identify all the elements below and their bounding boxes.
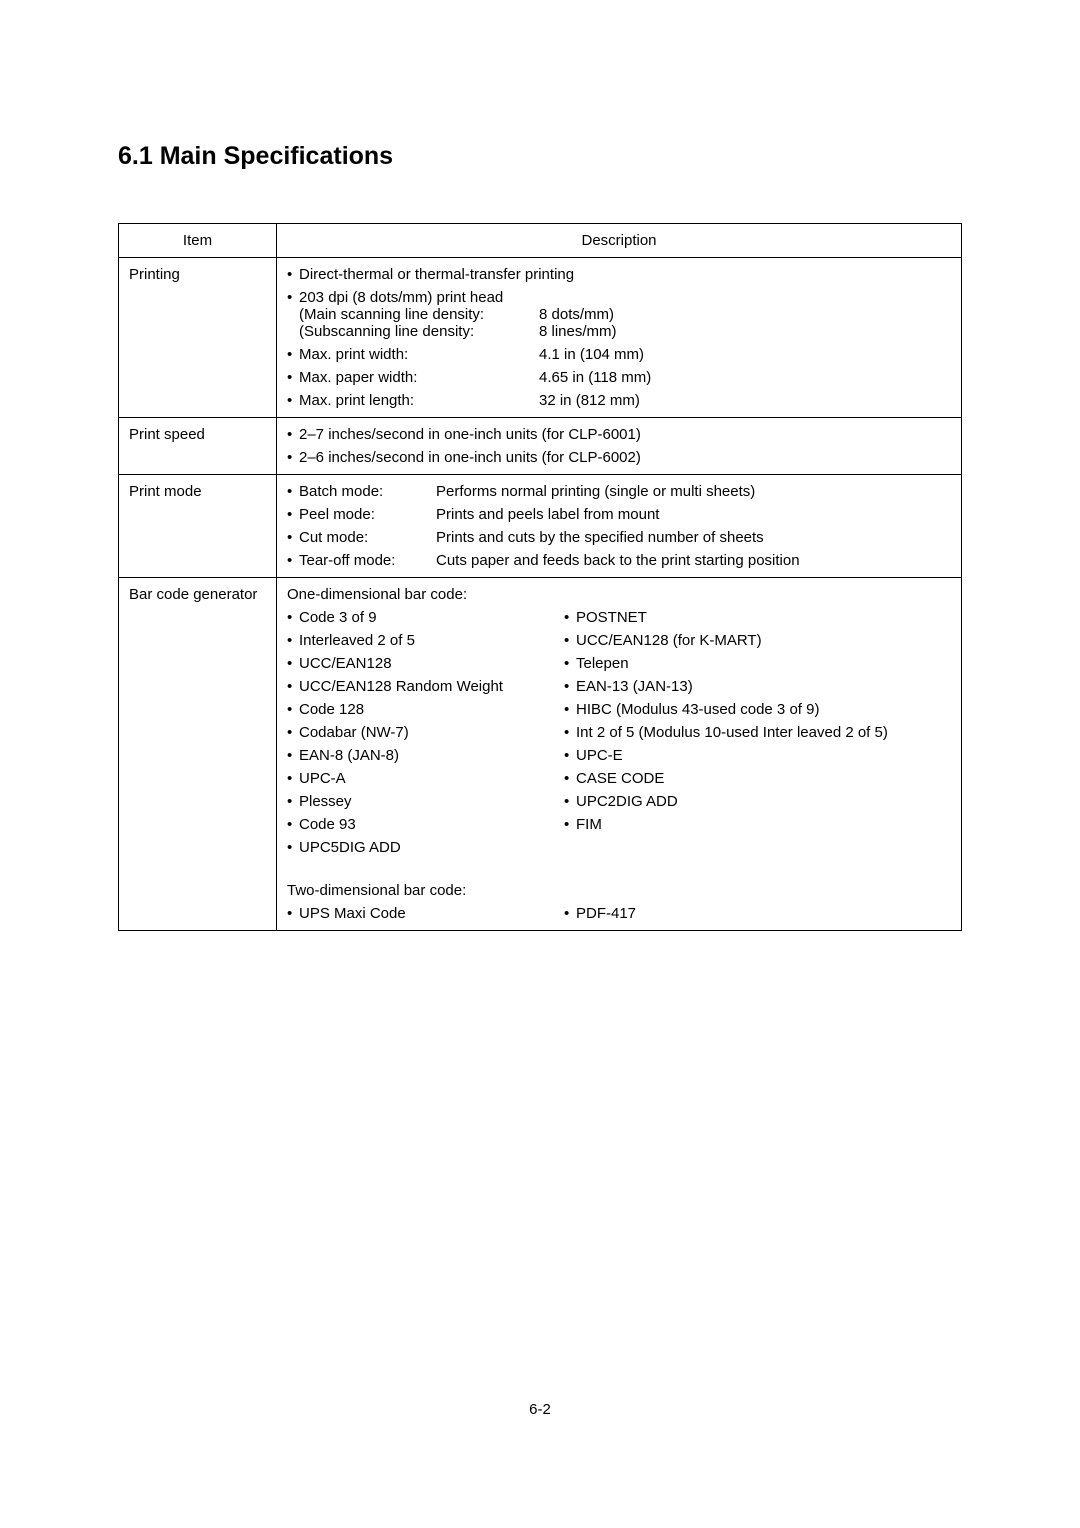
bullet-icon: • xyxy=(287,701,299,718)
barcode-2d-c1: UPS Maxi Code xyxy=(299,905,406,922)
barcode-1d-c2: Telepen xyxy=(576,655,629,672)
printing-l5-label: Max. print length: xyxy=(299,392,539,409)
bullet-icon: • xyxy=(564,701,576,718)
row-barcode-generator: Bar code generator One-dimensional bar c… xyxy=(119,578,962,931)
bullet-icon: • xyxy=(564,816,576,833)
bullet-icon: • xyxy=(287,392,299,409)
bullet-icon: • xyxy=(287,609,299,626)
printing-l3-value: 4.1 in (104 mm) xyxy=(539,346,644,363)
bullet-icon: • xyxy=(287,905,299,922)
bullet-icon: • xyxy=(564,905,576,922)
table-header-row: Item Description xyxy=(119,224,962,258)
bullet-icon: • xyxy=(287,266,299,283)
bullet-icon: • xyxy=(287,793,299,810)
printing-l3-label: Max. print width: xyxy=(299,346,539,363)
printing-l4-value: 4.65 in (118 mm) xyxy=(539,369,651,386)
cell-item-barcode: Bar code generator xyxy=(119,578,277,931)
printing-line2b-label: (Main scanning line density: xyxy=(299,306,539,323)
row-print-speed: Print speed • 2–7 inches/second in one-i… xyxy=(119,418,962,475)
speed-line1: 2–7 inches/second in one-inch units (for… xyxy=(299,426,641,443)
barcode-1d-c2: UPC-E xyxy=(576,747,623,764)
barcode-1d-c1: EAN-8 (JAN-8) xyxy=(299,747,399,764)
mode2-desc: Prints and peels label from mount xyxy=(436,506,951,523)
bullet-icon: • xyxy=(287,678,299,695)
barcode-1d-c2: UCC/EAN128 (for K-MART) xyxy=(576,632,762,649)
printing-l5-value: 32 in (812 mm) xyxy=(539,392,640,409)
mode4-desc: Cuts paper and feeds back to the print s… xyxy=(436,552,951,569)
bullet-icon: • xyxy=(287,449,299,466)
barcode-1d-c2: Int 2 of 5 (Modulus 10-used Inter leaved… xyxy=(576,724,888,741)
cell-desc-barcode: One-dimensional bar code: •Code 3 of 9•P… xyxy=(277,578,962,931)
bullet-icon: • xyxy=(564,678,576,695)
bullet-icon: • xyxy=(564,632,576,649)
barcode-1d-c1: Interleaved 2 of 5 xyxy=(299,632,415,649)
barcode-1d-c1: Code 128 xyxy=(299,701,364,718)
bullet-icon: • xyxy=(287,747,299,764)
bullet-icon: • xyxy=(287,369,299,386)
bullet-icon: • xyxy=(287,655,299,672)
printing-line2c-label: (Subscanning line density: xyxy=(299,323,539,340)
row-printing: Printing • Direct-thermal or thermal-tra… xyxy=(119,258,962,418)
cell-desc-printing: • Direct-thermal or thermal-transfer pri… xyxy=(277,258,962,418)
bullet-icon: • xyxy=(287,483,299,500)
bullet-icon: • xyxy=(287,289,299,340)
barcode-1d-c2: CASE CODE xyxy=(576,770,664,787)
mode2-label: Peel mode: xyxy=(299,506,436,523)
bullet-icon: • xyxy=(287,816,299,833)
row-print-mode: Print mode • Batch mode: Performs normal… xyxy=(119,475,962,578)
barcode-2d-c2: PDF-417 xyxy=(576,905,636,922)
barcode-1d-c1: Codabar (NW-7) xyxy=(299,724,409,741)
bullet-icon: • xyxy=(287,724,299,741)
barcode-1d-c2: POSTNET xyxy=(576,609,647,626)
barcode-1d-c1: UCC/EAN128 Random Weight xyxy=(299,678,503,695)
mode1-label: Batch mode: xyxy=(299,483,436,500)
bullet-icon: • xyxy=(564,655,576,672)
bullet-icon: • xyxy=(287,770,299,787)
printing-line2b-value: 8 dots/mm) xyxy=(539,306,614,323)
page-number: 6-2 xyxy=(0,1401,1080,1418)
cell-desc-mode: • Batch mode: Performs normal printing (… xyxy=(277,475,962,578)
barcode-1d-c1: UPC5DIG ADD xyxy=(299,839,401,856)
printing-line2c-value: 8 lines/mm) xyxy=(539,323,617,340)
mode4-label: Tear-off mode: xyxy=(299,552,436,569)
barcode-1d-c1: Code 93 xyxy=(299,816,356,833)
bullet-icon: • xyxy=(287,552,299,569)
bullet-icon: • xyxy=(564,747,576,764)
header-description: Description xyxy=(277,224,962,258)
bullet-icon: • xyxy=(287,839,299,856)
bullet-icon: • xyxy=(564,609,576,626)
bullet-icon: • xyxy=(287,506,299,523)
bullet-icon: • xyxy=(564,724,576,741)
bullet-icon: • xyxy=(564,770,576,787)
barcode-2d-header: Two-dimensional bar code: xyxy=(287,882,951,899)
bullet-icon: • xyxy=(287,529,299,546)
barcode-1d-c1: Plessey xyxy=(299,793,352,810)
barcode-1d-c2: EAN-13 (JAN-13) xyxy=(576,678,693,695)
barcode-1d-c1: UCC/EAN128 xyxy=(299,655,392,672)
section-heading: 6.1 Main Specifications xyxy=(118,142,962,171)
mode3-label: Cut mode: xyxy=(299,529,436,546)
bullet-icon: • xyxy=(564,793,576,810)
printing-line2a: 203 dpi (8 dots/mm) print head xyxy=(299,289,951,306)
barcode-1d-c2: HIBC (Modulus 43-used code 3 of 9) xyxy=(576,701,819,718)
cell-desc-speed: • 2–7 inches/second in one-inch units (f… xyxy=(277,418,962,475)
barcode-1d-c2: UPC2DIG ADD xyxy=(576,793,678,810)
mode3-desc: Prints and cuts by the specified number … xyxy=(436,529,951,546)
barcode-1d-header: One-dimensional bar code: xyxy=(287,586,951,603)
cell-item-mode: Print mode xyxy=(119,475,277,578)
bullet-icon: • xyxy=(287,632,299,649)
bullet-icon: • xyxy=(287,346,299,363)
mode1-desc: Performs normal printing (single or mult… xyxy=(436,483,951,500)
speed-line2: 2–6 inches/second in one-inch units (for… xyxy=(299,449,641,466)
specifications-table: Item Description Printing • Direct-therm… xyxy=(118,223,962,931)
bullet-icon: • xyxy=(287,426,299,443)
printing-l4-label: Max. paper width: xyxy=(299,369,539,386)
barcode-1d-c2: FIM xyxy=(576,816,602,833)
printing-line1: Direct-thermal or thermal-transfer print… xyxy=(299,266,574,283)
cell-item-printing: Printing xyxy=(119,258,277,418)
barcode-1d-c1: UPC-A xyxy=(299,770,346,787)
barcode-1d-c1: Code 3 of 9 xyxy=(299,609,377,626)
header-item: Item xyxy=(119,224,277,258)
cell-item-speed: Print speed xyxy=(119,418,277,475)
